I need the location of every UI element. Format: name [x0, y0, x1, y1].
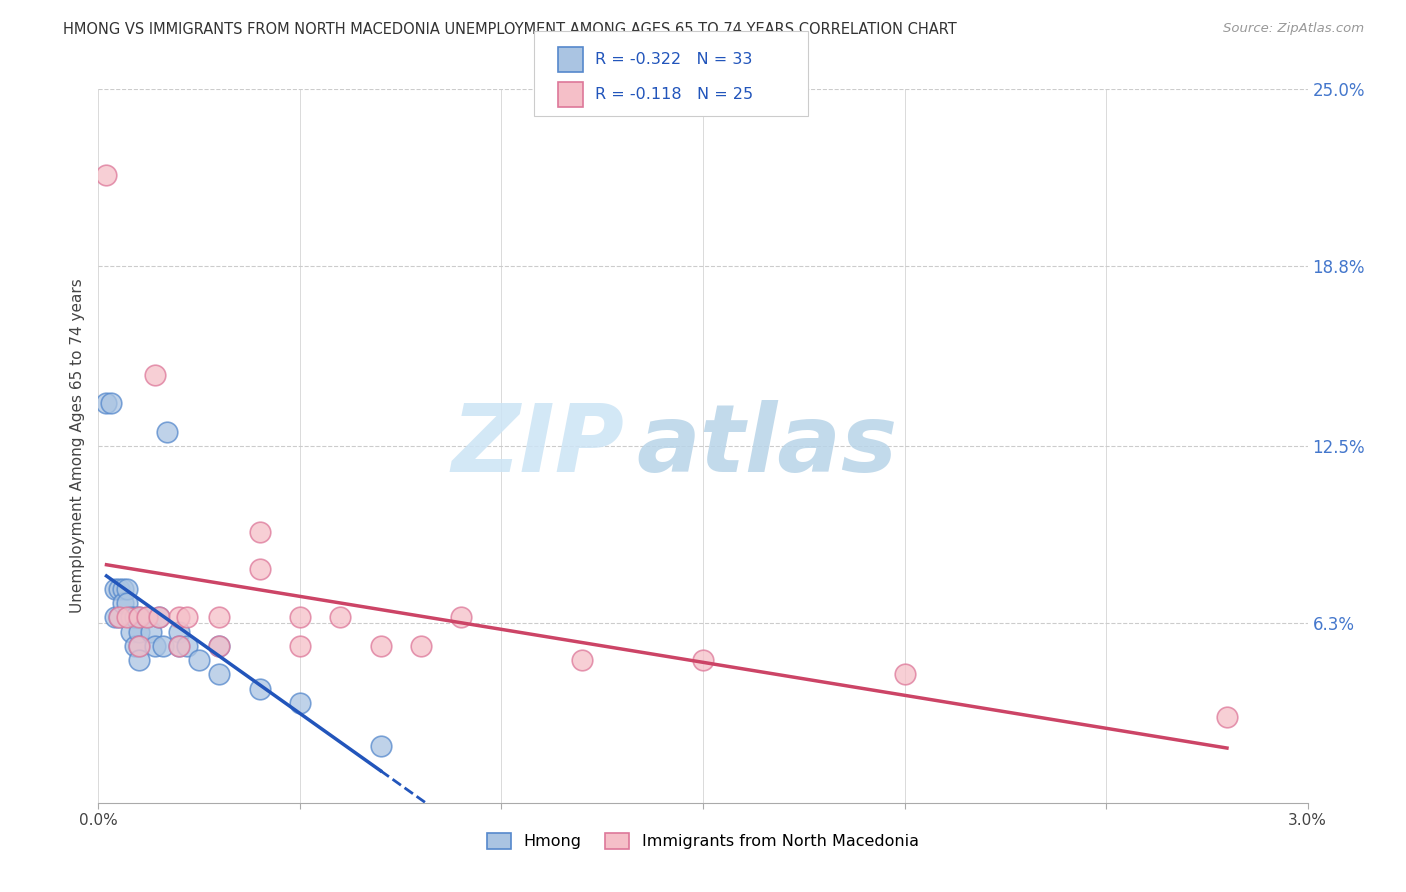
- Point: [167, 639, 190, 653]
- Point: [288, 610, 311, 624]
- Point: [135, 610, 157, 624]
- Point: [571, 653, 593, 667]
- Point: [208, 639, 231, 653]
- Y-axis label: Unemployment Among Ages 65 to 74 years: Unemployment Among Ages 65 to 74 years: [69, 278, 84, 614]
- Point: [139, 624, 162, 639]
- Point: [167, 610, 190, 624]
- Text: R = -0.322   N = 33: R = -0.322 N = 33: [595, 53, 752, 68]
- Point: [143, 368, 166, 382]
- Point: [128, 639, 150, 653]
- Point: [450, 610, 472, 624]
- Point: [152, 639, 174, 653]
- Point: [148, 610, 170, 624]
- Point: [124, 639, 146, 653]
- Point: [135, 610, 157, 624]
- Point: [288, 639, 311, 653]
- Text: HMONG VS IMMIGRANTS FROM NORTH MACEDONIA UNEMPLOYMENT AMONG AGES 65 TO 74 YEARS : HMONG VS IMMIGRANTS FROM NORTH MACEDONIA…: [63, 22, 957, 37]
- Point: [128, 639, 150, 653]
- Point: [103, 610, 125, 624]
- Point: [370, 739, 392, 753]
- Legend: Hmong, Immigrants from North Macedonia: Hmong, Immigrants from North Macedonia: [481, 826, 925, 855]
- Point: [96, 168, 118, 182]
- Point: [288, 696, 311, 710]
- Point: [107, 610, 129, 624]
- Point: [167, 639, 190, 653]
- Point: [115, 596, 138, 610]
- Point: [249, 681, 271, 696]
- Point: [893, 667, 915, 681]
- Point: [176, 639, 198, 653]
- Point: [128, 653, 150, 667]
- Point: [1216, 710, 1239, 724]
- Point: [111, 596, 134, 610]
- Point: [120, 624, 142, 639]
- Point: [107, 582, 129, 596]
- Point: [249, 562, 271, 576]
- Point: [329, 610, 352, 624]
- Point: [148, 610, 170, 624]
- Point: [128, 610, 150, 624]
- Point: [188, 653, 211, 667]
- Point: [128, 624, 150, 639]
- Point: [167, 624, 190, 639]
- Point: [156, 425, 179, 439]
- Point: [692, 653, 714, 667]
- Point: [128, 610, 150, 624]
- Text: R = -0.118   N = 25: R = -0.118 N = 25: [595, 87, 752, 103]
- Point: [103, 582, 125, 596]
- Point: [124, 610, 146, 624]
- Point: [208, 639, 231, 653]
- Point: [96, 396, 118, 410]
- Point: [176, 610, 198, 624]
- Text: atlas: atlas: [637, 400, 898, 492]
- Text: Source: ZipAtlas.com: Source: ZipAtlas.com: [1223, 22, 1364, 36]
- Point: [208, 667, 231, 681]
- Point: [111, 582, 134, 596]
- Point: [100, 396, 122, 410]
- Point: [115, 582, 138, 596]
- Point: [107, 610, 129, 624]
- Point: [249, 524, 271, 539]
- Point: [120, 610, 142, 624]
- Point: [115, 610, 138, 624]
- Point: [208, 610, 231, 624]
- Point: [143, 639, 166, 653]
- Point: [409, 639, 432, 653]
- Point: [370, 639, 392, 653]
- Text: ZIP: ZIP: [451, 400, 624, 492]
